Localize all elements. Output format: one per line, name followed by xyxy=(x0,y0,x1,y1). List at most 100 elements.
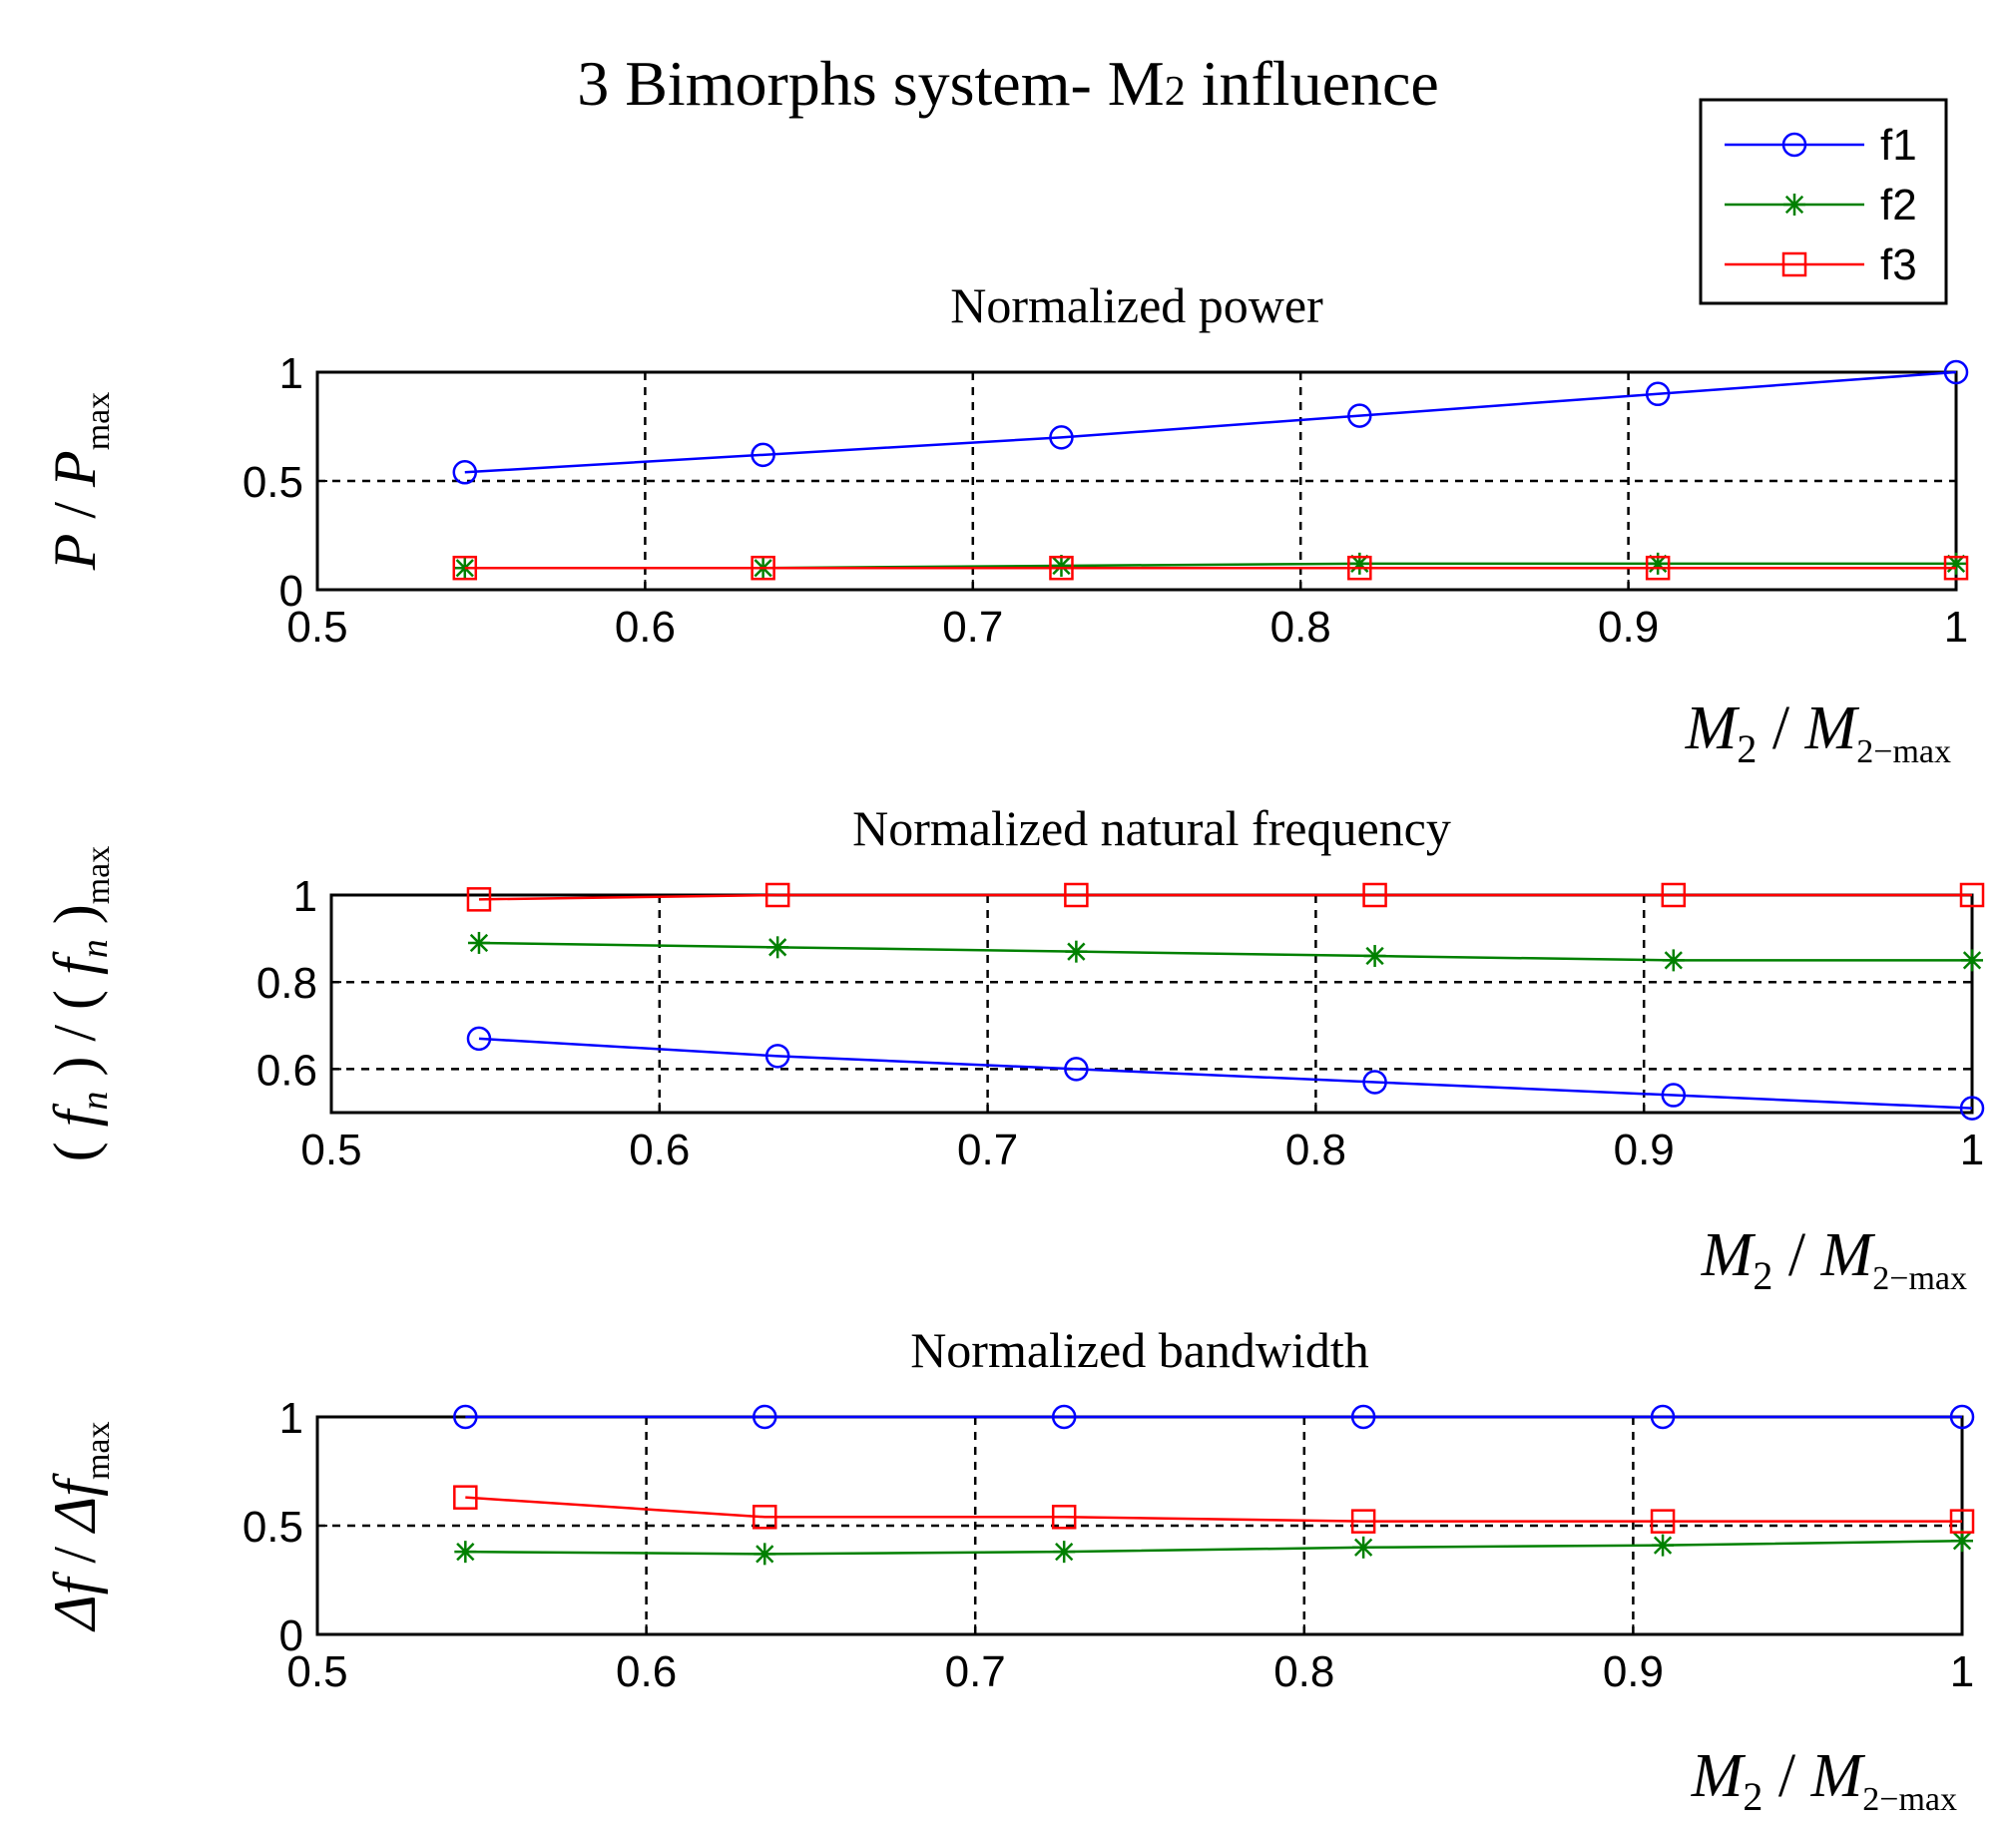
y-tick-label: 0.5 xyxy=(243,1503,303,1552)
legend-entry-f1: f1 xyxy=(1725,121,1917,170)
axes-frame xyxy=(315,370,1958,592)
data-point-f3 xyxy=(764,882,790,908)
data-point-f3 xyxy=(453,1485,478,1510)
x-tick-label: 0.9 xyxy=(1598,603,1659,652)
series-f2 xyxy=(467,931,1983,972)
x-tick-label: 0.5 xyxy=(300,1126,361,1174)
series-line-f1 xyxy=(464,370,1957,474)
x-tick-label: 0.7 xyxy=(942,603,1003,652)
y-axis-label: ( fn ) / ( fn )max xyxy=(42,846,117,1162)
legend-label-f2: f2 xyxy=(1880,181,1917,229)
x-tick-label: 0.5 xyxy=(286,603,347,652)
legend-marker-f1 xyxy=(1781,132,1807,158)
data-point-f3 xyxy=(1959,882,1985,908)
data-point-f1 xyxy=(466,1026,492,1052)
series-line-f2 xyxy=(465,1540,1963,1556)
x-tick-label: 0.7 xyxy=(945,1647,1006,1696)
data-point-f1 xyxy=(764,1044,790,1069)
y-tick-label: 0 xyxy=(279,1611,303,1660)
x-tick-label: 1 xyxy=(1950,1647,1974,1696)
x-tick-label: 0.6 xyxy=(616,1647,677,1696)
x-tick-label: 0.6 xyxy=(629,1126,690,1174)
data-point-f2 xyxy=(1065,940,1088,963)
x-tick-label: 0.8 xyxy=(1273,1647,1334,1696)
data-point-f3 xyxy=(1362,882,1387,908)
series-line-f2 xyxy=(478,941,1972,962)
data-point-f1 xyxy=(1350,1404,1376,1430)
legend-entry-f2: f2 xyxy=(1725,181,1917,229)
figure-title: 3 Bimorphs system- M2 influence xyxy=(577,48,1439,119)
data-point-f1 xyxy=(1362,1070,1387,1095)
y-axis-label: Δf / Δfmax xyxy=(42,1422,117,1632)
data-point-f1 xyxy=(1949,1404,1975,1430)
series-line-f3 xyxy=(478,893,1972,901)
data-point-f3 xyxy=(753,1505,777,1530)
data-point-f3 xyxy=(1049,555,1074,581)
data-point-f1 xyxy=(1347,403,1372,428)
legend-label-f3: f3 xyxy=(1880,240,1917,289)
data-point-f1 xyxy=(1661,1083,1687,1108)
x-tick-label: 0.8 xyxy=(1285,1126,1346,1174)
y-tick-label: 1 xyxy=(279,1394,303,1443)
data-point-f1 xyxy=(452,460,478,485)
data-point-f1 xyxy=(753,1404,777,1430)
subplot-title: Normalized power xyxy=(950,277,1323,333)
data-point-f1 xyxy=(1650,1404,1676,1430)
data-point-f3 xyxy=(1350,1509,1376,1534)
data-point-f3 xyxy=(1943,555,1969,581)
data-point-f2 xyxy=(1352,1536,1375,1559)
data-point-f2 xyxy=(1050,555,1073,578)
data-point-f2 xyxy=(1363,945,1386,968)
subplot-title: Normalized bandwidth xyxy=(910,1322,1369,1378)
data-point-f2 xyxy=(1961,949,1983,972)
legend: f1 f2 f3 xyxy=(1699,98,1948,305)
data-point-f3 xyxy=(1645,555,1671,581)
data-point-f3 xyxy=(1949,1509,1975,1534)
data-point-f3 xyxy=(751,555,775,581)
series-f2 xyxy=(454,1530,1973,1566)
data-point-f3 xyxy=(452,555,478,581)
series-line-f1 xyxy=(478,1037,1973,1110)
data-point-f2 xyxy=(1951,1530,1973,1553)
data-point-f1 xyxy=(1943,359,1969,385)
y-tick-label: 0.5 xyxy=(243,458,303,507)
y-tick-label: 0.8 xyxy=(256,959,317,1008)
data-point-f1 xyxy=(1064,1057,1089,1082)
x-tick-label: 0.5 xyxy=(286,1647,347,1696)
data-point-f2 xyxy=(467,931,490,954)
x-tick-label: 0.9 xyxy=(1614,1126,1675,1174)
data-point-f1 xyxy=(453,1404,478,1430)
legend-box xyxy=(1699,98,1948,305)
x-tick-label: 0.7 xyxy=(957,1126,1018,1174)
data-point-f1 xyxy=(751,442,775,468)
data-point-f1 xyxy=(1645,381,1671,407)
data-point-f3 xyxy=(466,887,492,912)
y-tick-label: 0.6 xyxy=(256,1046,317,1095)
x-tick-label: 0.8 xyxy=(1270,603,1331,652)
plot-area xyxy=(331,895,1972,1113)
data-point-f2 xyxy=(1652,1534,1675,1557)
data-point-f1 xyxy=(1051,1404,1077,1430)
data-point-f2 xyxy=(1662,949,1685,972)
data-point-f2 xyxy=(1053,1541,1076,1564)
x-tick-label: 1 xyxy=(1960,1126,1984,1174)
x-axis-label: M2 / M2−max xyxy=(1685,694,1951,771)
y-tick-label: 1 xyxy=(293,872,317,921)
data-point-f3 xyxy=(1064,882,1089,908)
data-point-f2 xyxy=(754,1543,776,1566)
data-point-f1 xyxy=(1049,425,1074,450)
series-f1 xyxy=(452,359,1969,485)
data-point-f2 xyxy=(766,936,789,959)
data-point-f3 xyxy=(1661,882,1687,908)
data-point-f2 xyxy=(454,1541,477,1564)
x-axis-label: M2 / M2−max xyxy=(1691,1742,1957,1819)
series-f1 xyxy=(466,1026,1985,1121)
series-f3 xyxy=(453,1485,1975,1534)
legend-label-f1: f1 xyxy=(1880,121,1917,170)
series-line-f3 xyxy=(465,1496,1962,1523)
y-tick-label: 1 xyxy=(279,349,303,398)
